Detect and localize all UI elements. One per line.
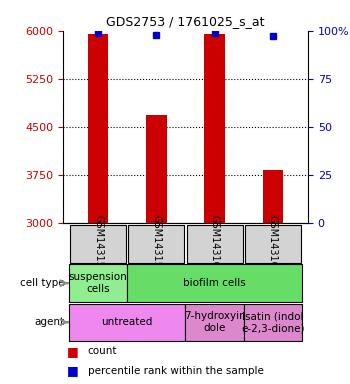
FancyBboxPatch shape <box>244 303 302 341</box>
Text: agent: agent <box>35 317 65 327</box>
Text: count: count <box>88 346 117 356</box>
Text: ■: ■ <box>66 345 78 358</box>
Bar <box>263 170 283 223</box>
Text: percentile rank within the sample: percentile rank within the sample <box>88 366 263 376</box>
Text: 7-hydroxyin
dole: 7-hydroxyin dole <box>184 311 246 333</box>
FancyBboxPatch shape <box>245 225 301 263</box>
FancyBboxPatch shape <box>70 225 126 263</box>
FancyBboxPatch shape <box>69 303 186 341</box>
FancyBboxPatch shape <box>186 303 244 341</box>
Text: isatin (indol
e-2,3-dione): isatin (indol e-2,3-dione) <box>241 311 305 333</box>
Bar <box>204 34 225 223</box>
FancyBboxPatch shape <box>128 225 184 263</box>
FancyBboxPatch shape <box>187 225 243 263</box>
FancyBboxPatch shape <box>127 265 302 302</box>
Text: suspension
cells: suspension cells <box>69 272 127 294</box>
Bar <box>88 34 108 223</box>
Text: ■: ■ <box>66 364 78 377</box>
Text: biofilm cells: biofilm cells <box>183 278 246 288</box>
Bar <box>146 115 167 223</box>
FancyBboxPatch shape <box>69 265 127 302</box>
Text: GSM143161: GSM143161 <box>268 215 278 273</box>
Text: GSM143159: GSM143159 <box>151 215 161 274</box>
Text: GSM143158: GSM143158 <box>93 215 103 274</box>
Text: untreated: untreated <box>102 317 153 327</box>
Text: GSM143160: GSM143160 <box>210 215 220 273</box>
Text: cell type: cell type <box>20 278 65 288</box>
Title: GDS2753 / 1761025_s_at: GDS2753 / 1761025_s_at <box>106 15 265 28</box>
